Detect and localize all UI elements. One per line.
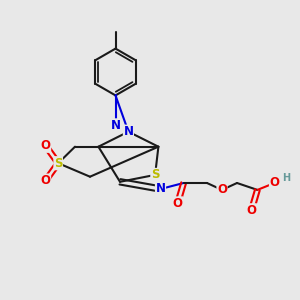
Text: O: O <box>269 176 280 190</box>
Text: N: N <box>155 182 166 196</box>
Text: H: H <box>282 172 291 183</box>
Text: S: S <box>54 157 62 170</box>
Text: O: O <box>40 139 51 152</box>
Text: O: O <box>217 183 227 196</box>
Text: S: S <box>151 168 159 182</box>
Text: O: O <box>40 174 51 187</box>
Text: N: N <box>123 125 134 138</box>
Text: N: N <box>110 119 121 132</box>
Text: O: O <box>246 204 256 217</box>
Text: O: O <box>172 197 183 210</box>
